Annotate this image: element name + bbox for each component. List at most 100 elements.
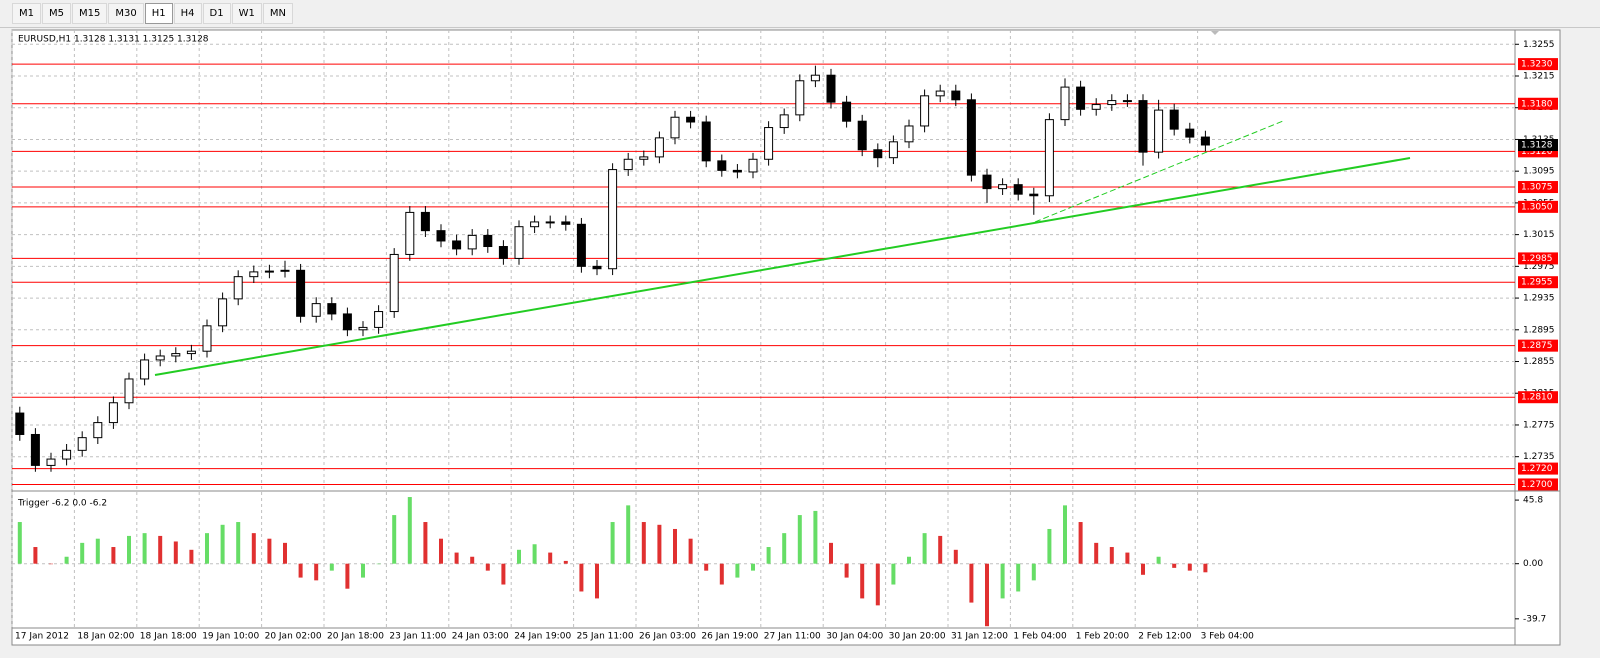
level-label: 1.2985	[1521, 254, 1553, 264]
timeframe-button[interactable]: D1	[202, 3, 231, 24]
x-tick-label: 26 Jan 19:00	[701, 632, 758, 642]
level-label-box	[1518, 276, 1558, 289]
timeframe-button[interactable]: W1	[231, 3, 262, 24]
candle-body	[77, 437, 87, 451]
histogram-bar	[64, 556, 69, 564]
candle-body	[436, 230, 446, 242]
histogram-bar	[844, 563, 849, 578]
y-tick-label: 1.2735	[1523, 452, 1555, 462]
indicator-title: Trigger -6.2 0.0 -6.2	[17, 499, 107, 509]
level-label: 1.2810	[1521, 393, 1553, 403]
histogram-bar	[423, 522, 428, 564]
candle-body	[670, 116, 680, 139]
histogram-bar	[17, 522, 22, 564]
candle-body	[1029, 193, 1039, 197]
histogram-bar	[688, 538, 693, 564]
current-price-box	[1518, 139, 1558, 151]
histogram-bar	[657, 524, 662, 564]
level-label-box	[1518, 478, 1558, 491]
timeframe-button[interactable]: H1	[144, 3, 173, 24]
histogram-bar	[1047, 528, 1052, 564]
x-tick-label: 1 Feb 04:00	[1013, 632, 1067, 642]
candle-body	[888, 141, 898, 159]
histogram-bar	[142, 533, 147, 564]
candle-body	[358, 326, 368, 331]
histogram-bar	[875, 563, 880, 606]
candle-body	[1185, 128, 1195, 138]
candle-body	[530, 221, 540, 228]
level-label: 1.3180	[1521, 99, 1553, 109]
level-label-box	[1518, 339, 1558, 352]
timeframe-button[interactable]: M15	[72, 3, 108, 24]
level-label: 1.2720	[1521, 464, 1553, 474]
y-tick-label: 1.3095	[1523, 167, 1555, 177]
level-label-box	[1518, 200, 1558, 213]
histogram-bar	[1016, 563, 1021, 592]
histogram-bar	[283, 542, 287, 564]
candle-body	[186, 350, 196, 355]
histogram-bar	[501, 563, 506, 585]
histogram-bar	[938, 535, 943, 564]
x-tick-label: 2 Feb 12:00	[1138, 632, 1192, 642]
histogram-bar	[267, 538, 272, 564]
candle-body	[389, 253, 399, 313]
x-tick-label: 30 Jan 04:00	[826, 632, 883, 642]
histogram-bar	[985, 563, 989, 627]
histogram-bar	[548, 552, 553, 564]
candle-body	[951, 90, 961, 101]
histogram-bar	[127, 535, 131, 564]
candle-body	[452, 240, 462, 250]
candle-body	[155, 355, 165, 361]
histogram-bar	[1172, 563, 1177, 568]
candle-body	[202, 325, 212, 352]
candle-body	[108, 402, 118, 424]
histogram-bar	[49, 563, 53, 565]
candle-body	[374, 311, 384, 328]
histogram-bar	[95, 538, 100, 564]
level-label-box	[1518, 97, 1558, 110]
candle-body	[327, 303, 337, 315]
candle-body	[420, 211, 430, 232]
histogram-bar	[439, 538, 443, 564]
candle-body	[842, 101, 852, 122]
timeframe-button[interactable]: H4	[173, 3, 202, 24]
timeframe-button[interactable]: MN	[262, 3, 293, 24]
candle-body	[140, 359, 150, 380]
candle-body	[873, 149, 883, 159]
y-tick-label: -39.7	[1523, 614, 1546, 624]
candle-body	[514, 226, 524, 259]
x-tick-label: 23 Jan 11:00	[389, 632, 446, 642]
chart: EURUSD,H1 1.3128 1.3131 1.3125 1.3128 Tr…	[11, 29, 1561, 646]
candle-body	[576, 223, 586, 267]
x-tick-label: 17 Jan 2012	[15, 632, 69, 642]
x-tick-label: 31 Jan 12:00	[951, 632, 1008, 642]
candle-body	[124, 378, 134, 404]
candle-body	[46, 458, 56, 466]
histogram-bar	[158, 535, 163, 564]
x-tick-label: 20 Jan 02:00	[265, 632, 322, 642]
level-label-box	[1518, 462, 1558, 475]
timeframe-button[interactable]: M1	[12, 3, 41, 24]
level-label: 1.2875	[1521, 341, 1553, 351]
timeframe-button[interactable]: M5	[42, 3, 71, 24]
x-tick-label: 19 Jan 10:00	[202, 632, 259, 642]
histogram-bar	[345, 563, 350, 589]
candle-body	[904, 125, 914, 143]
candle-body	[1076, 86, 1086, 110]
level-label: 1.3050	[1521, 202, 1553, 212]
x-tick-label: 30 Jan 20:00	[889, 632, 946, 642]
candle-body	[545, 221, 555, 224]
histogram-bar	[626, 505, 631, 564]
histogram-bar	[1109, 547, 1114, 564]
candle-body	[30, 433, 40, 466]
histogram-bar	[1187, 563, 1192, 571]
timeframe-button[interactable]: M30	[108, 3, 144, 24]
level-label: 1.2955	[1521, 278, 1553, 288]
histogram-bar	[454, 552, 459, 564]
histogram-bar	[673, 528, 677, 564]
candle-body	[342, 313, 352, 331]
timeframe-toolbar: M1 M5 M15 M30 H1 H4 D1 W1 MN	[0, 0, 1600, 28]
level-label-box	[1518, 181, 1558, 194]
candle-body	[920, 95, 930, 127]
